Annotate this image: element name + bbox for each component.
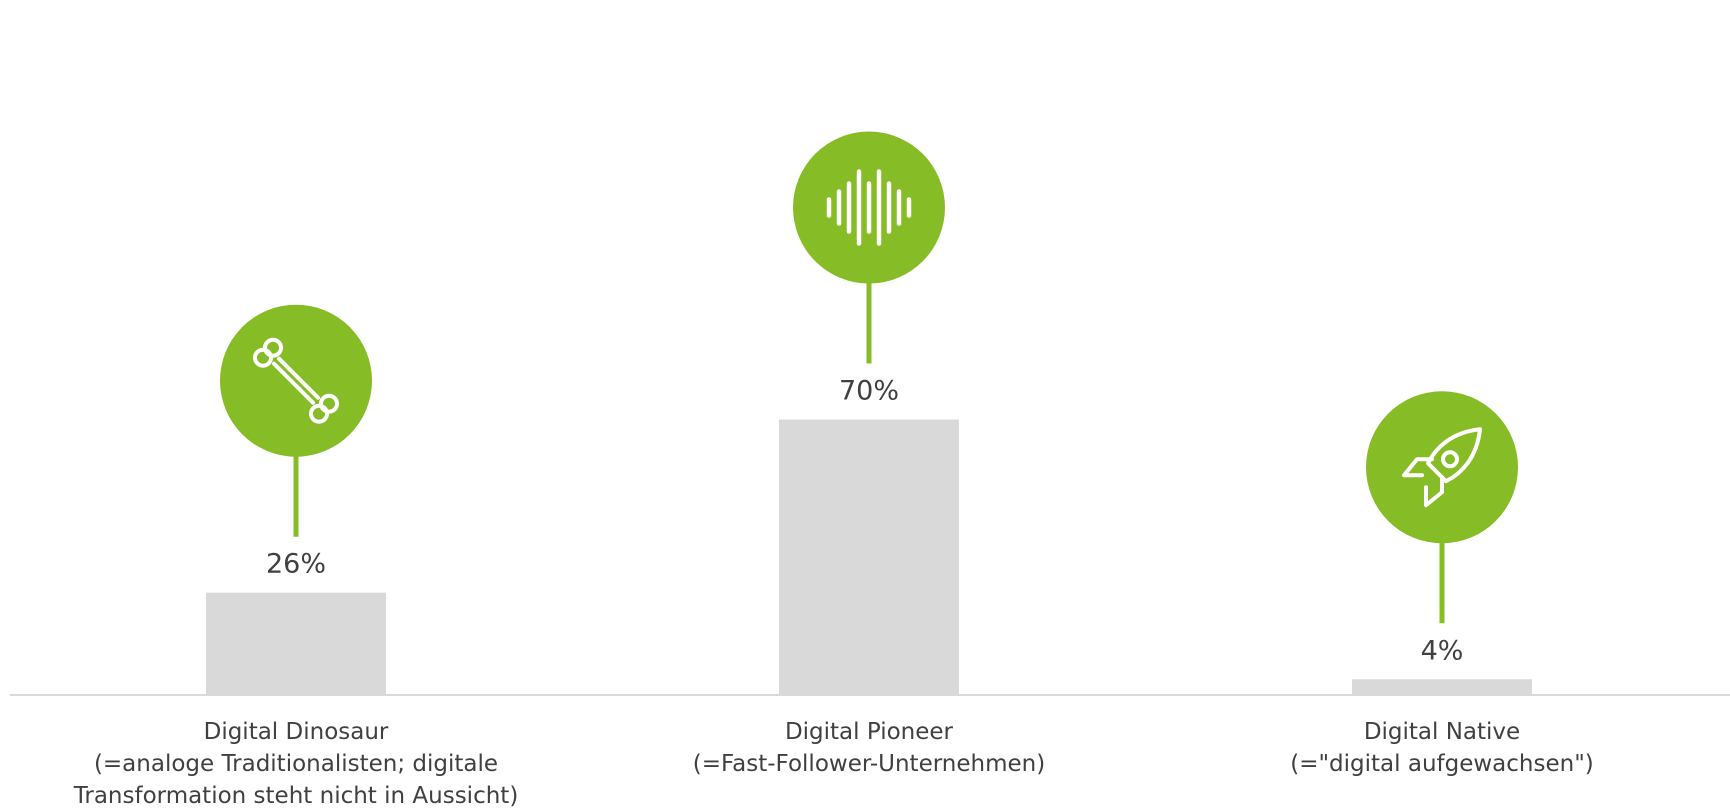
category-description: (="digital aufgewachsen") — [1290, 751, 1594, 777]
bars-group — [206, 419, 1532, 695]
bar — [1352, 679, 1532, 695]
category-label: Digital Native — [1364, 719, 1520, 745]
icon-badges-group — [220, 131, 1518, 544]
sound-wave-badge — [793, 131, 945, 284]
bar — [206, 592, 386, 695]
bar — [779, 419, 959, 695]
rocket-badge — [1366, 391, 1518, 544]
value-label: 4% — [1421, 635, 1464, 666]
icon-connectors-group — [293, 281, 1445, 624]
sound-wave-icon — [826, 169, 912, 246]
category-labels-group: Digital Dinosaur (=analoge Traditionalist… — [73, 719, 1594, 809]
rocket-icon — [1402, 427, 1482, 508]
category-description: Transformation steht nicht in Aussicht) — [73, 783, 519, 809]
bone-badge — [220, 304, 372, 457]
category-label: Digital Pioneer — [785, 719, 954, 745]
bone-icon — [253, 337, 339, 424]
value-label: 70% — [839, 376, 899, 407]
value-label: 26% — [266, 549, 326, 580]
value-labels-group: 26% 70% 4% — [266, 376, 1463, 667]
icon-badge-circle — [1366, 391, 1518, 544]
category-description: (=analoge Traditionalisten; digitale — [94, 751, 498, 777]
category-label: Digital Dinosaur — [204, 719, 389, 745]
icon-badge-circle — [220, 304, 372, 457]
category-description: (=Fast-Follower-Unternehmen) — [693, 751, 1045, 777]
